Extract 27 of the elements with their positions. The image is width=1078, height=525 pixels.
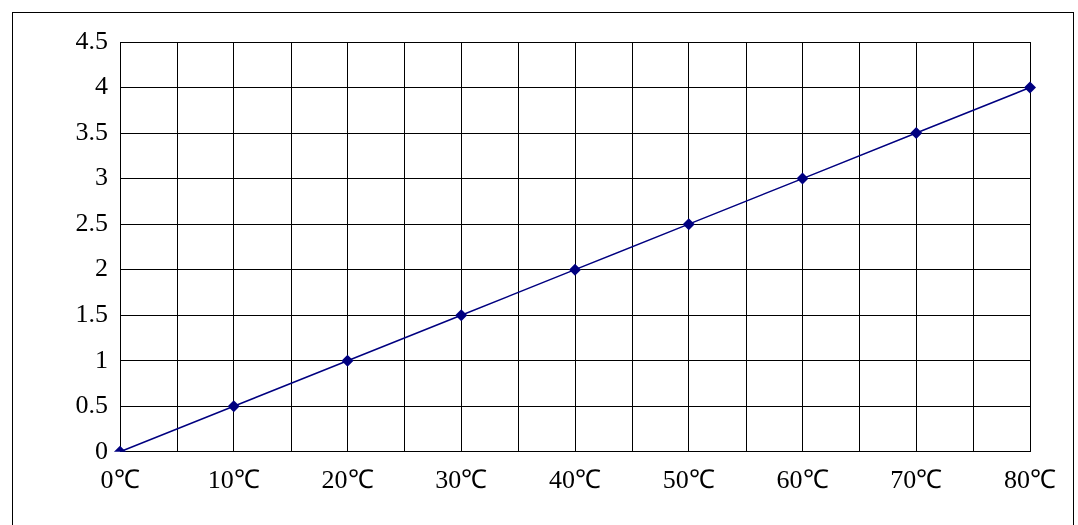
x-tick-label: 20℃: [321, 465, 374, 495]
point: [455, 309, 468, 322]
point: [1024, 81, 1036, 94]
point: [910, 127, 923, 140]
point: [227, 400, 240, 413]
y-tick-label: 1: [95, 344, 108, 374]
y-tick-label: 1.5: [75, 299, 108, 329]
point: [569, 263, 581, 276]
x-tick-label: 40℃: [549, 465, 601, 495]
x-tick-label: 80℃: [1004, 465, 1056, 495]
y-tick-label: 2.5: [75, 207, 108, 237]
x-tick-label: 0℃: [100, 465, 140, 495]
point: [796, 172, 809, 185]
y-tick-label: 4.5: [75, 25, 108, 55]
y-tick-label: 2: [95, 253, 108, 283]
y-tick-label: 3.5: [75, 116, 108, 146]
x-tick-label: 30℃: [435, 465, 488, 495]
y-tick-label: 4: [95, 71, 108, 101]
x-tick-label: 70℃: [890, 465, 943, 495]
y-tick-label: 0: [95, 435, 108, 465]
y-tick-label: 3: [95, 162, 108, 192]
y-tick-label: 0.5: [75, 390, 108, 420]
point: [341, 354, 354, 367]
x-tick-label: 50℃: [662, 465, 715, 495]
x-tick-label: 10℃: [207, 465, 260, 495]
x-tick-label: 60℃: [776, 465, 829, 495]
point: [682, 218, 695, 231]
